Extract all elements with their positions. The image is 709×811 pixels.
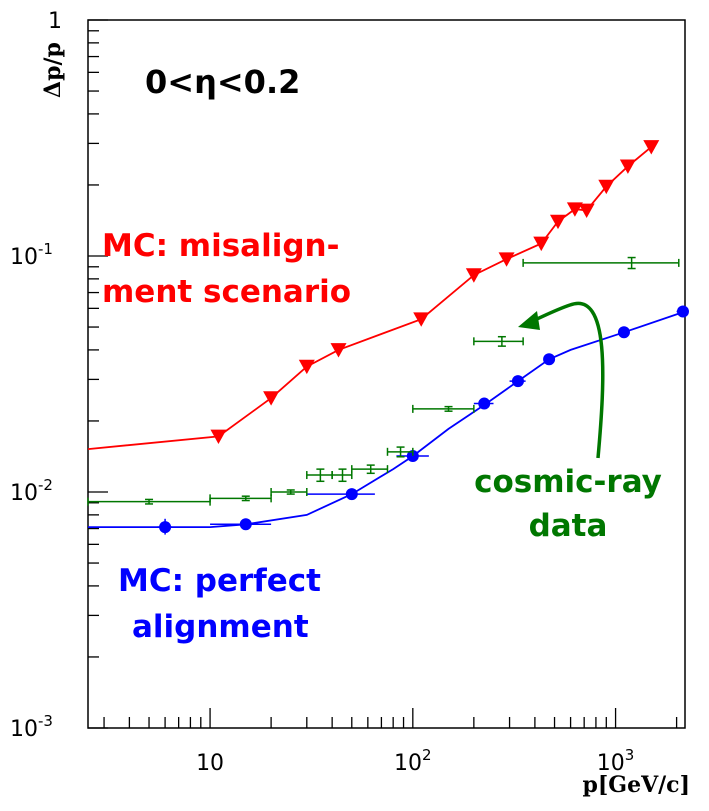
- plot-frame: [87, 19, 686, 729]
- data-point: [330, 343, 347, 358]
- series-line: [88, 310, 686, 528]
- y-tick-label: 10-2: [10, 476, 53, 506]
- data-point: [549, 214, 566, 230]
- data-point: [676, 305, 689, 318]
- misalignment-label-line2: ment scenario: [102, 274, 351, 310]
- data-point: [543, 353, 556, 366]
- x-tick-label: 10: [196, 751, 224, 776]
- data-point: [566, 202, 583, 217]
- data-point: [239, 518, 252, 531]
- data-point: [619, 159, 636, 174]
- data-point: [345, 488, 358, 501]
- misalignment-label-line1: MC: misalign-: [102, 228, 339, 264]
- data-point: [263, 391, 280, 406]
- data-point: [478, 397, 491, 410]
- eta-range-label: 0<η<0.2: [145, 63, 300, 101]
- data-point: [617, 326, 630, 339]
- y-axis-title: Δp/p: [40, 42, 66, 98]
- data-point: [298, 359, 315, 375]
- series-1: [88, 305, 689, 535]
- data-point: [406, 450, 419, 463]
- y-tick-label: 10-3: [10, 712, 53, 742]
- data-point: [598, 179, 615, 195]
- y-tick-label: 1: [48, 9, 62, 34]
- axes: 10 102 103 10-3 10-2 10-1 1: [10, 9, 678, 776]
- cosmic-ray-label-line2: data: [529, 508, 608, 544]
- data-point: [413, 312, 430, 327]
- data-point: [498, 252, 515, 267]
- data-point: [465, 268, 482, 283]
- data-point: [643, 140, 660, 155]
- series-2: [87, 256, 680, 506]
- data-point: [533, 236, 550, 252]
- series-0: [87, 140, 660, 450]
- cosmic-ray-arrow: [529, 301, 605, 459]
- data-point: [210, 429, 227, 445]
- series-layer: [87, 140, 689, 535]
- x-tick-label: 103: [597, 746, 635, 776]
- perfect-alignment-label-line1: MC: perfect: [118, 563, 321, 599]
- data-point: [159, 521, 172, 534]
- cosmic-ray-arrowhead: [518, 311, 540, 330]
- y-tick-label: 10-1: [10, 240, 53, 270]
- x-tick-label: 102: [394, 746, 432, 776]
- x-axis-title: p[GeV/c]: [583, 772, 691, 798]
- data-point: [511, 375, 524, 388]
- cosmic-ray-label-line1: cosmic-ray: [474, 464, 662, 500]
- data-point: [578, 203, 595, 219]
- perfect-alignment-label-line2: alignment: [132, 609, 309, 645]
